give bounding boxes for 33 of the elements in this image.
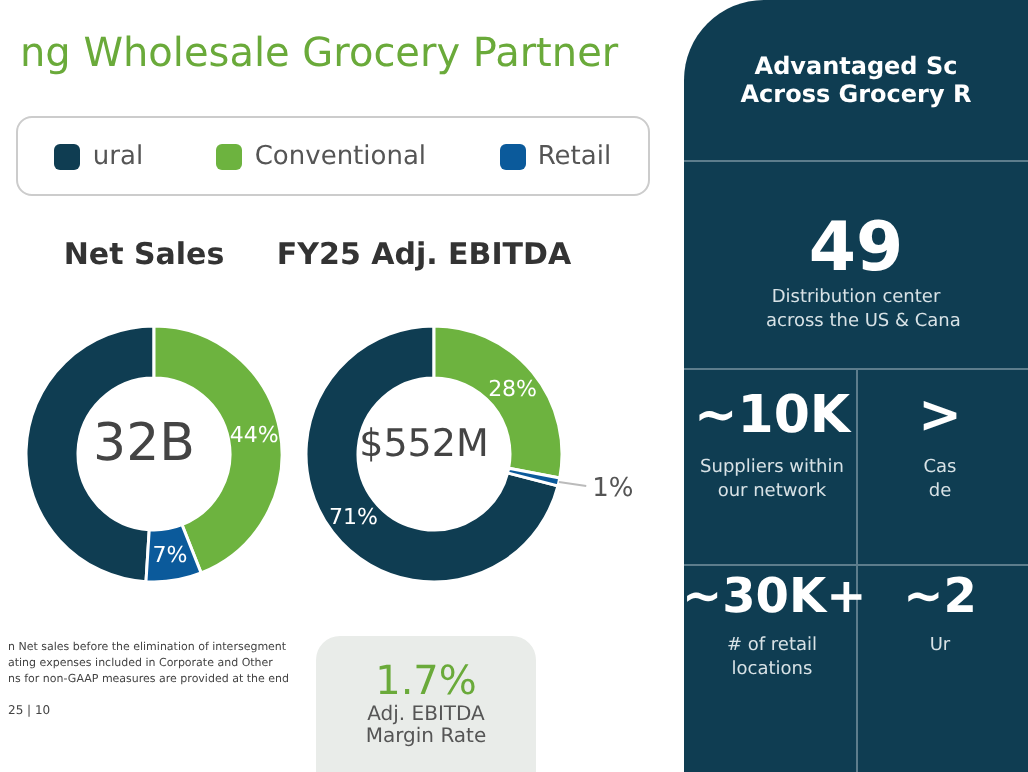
text: Cas <box>921 457 959 477</box>
text: our network <box>715 481 829 501</box>
text: 1.7% <box>373 656 479 704</box>
text: Adj. EBITDA <box>365 704 487 726</box>
text: 49 <box>806 208 906 288</box>
chart-title: FY25 Adj. EBITDA <box>276 236 572 272</box>
legend-label: Conventional <box>254 141 427 171</box>
text: de <box>926 481 954 501</box>
text: across the US & Cana <box>766 311 961 331</box>
text: > <box>916 386 964 446</box>
data-label: 28% <box>488 375 538 402</box>
chart-title: ng Wholesale Grocery Partner <box>20 28 619 76</box>
text: # of retail <box>724 635 820 655</box>
text: 32B <box>93 414 195 474</box>
text: Distribution center <box>769 287 943 307</box>
legend-label: ural <box>92 141 144 171</box>
text: locations <box>729 659 815 679</box>
text: Across Grocery R <box>738 80 974 108</box>
legend-label: Retail <box>537 141 612 171</box>
data-label: 1% <box>592 473 634 504</box>
text: Ur <box>927 635 953 655</box>
donut-slice <box>304 324 560 584</box>
text: $552M <box>359 422 489 466</box>
text: Margin Rate <box>363 726 489 748</box>
text: ~2 <box>903 568 977 624</box>
data-label: 44% <box>229 421 279 448</box>
text: Advantaged Sc <box>752 52 960 80</box>
data-label: 7% <box>152 541 188 568</box>
text: ~30K+ <box>682 568 867 624</box>
text: Suppliers within <box>698 457 846 477</box>
text: ~10K <box>691 386 854 446</box>
data-label: 71% <box>328 503 378 530</box>
text: Net Sales <box>63 236 225 272</box>
